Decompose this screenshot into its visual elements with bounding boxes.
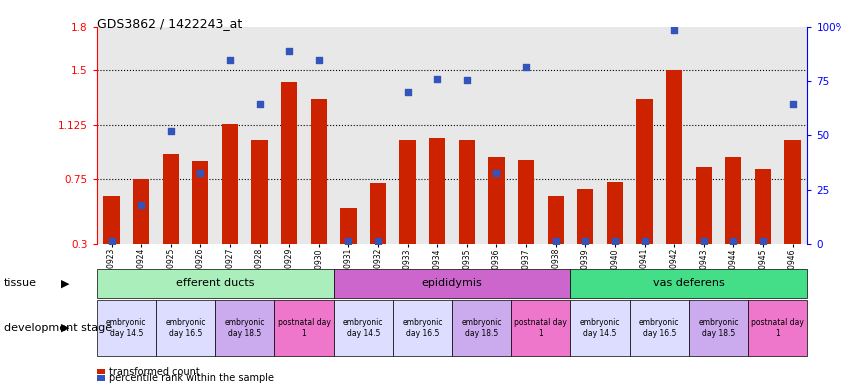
Text: percentile rank within the sample: percentile rank within the sample bbox=[109, 373, 274, 383]
Bar bbox=[103, 196, 119, 244]
Text: tissue: tissue bbox=[4, 278, 37, 288]
Bar bbox=[251, 140, 267, 244]
Bar bbox=[97, 300, 156, 356]
Point bbox=[785, 101, 799, 107]
Point bbox=[668, 27, 681, 33]
Point bbox=[489, 170, 503, 176]
Bar bbox=[370, 183, 386, 244]
Text: embryonic
day 16.5: embryonic day 16.5 bbox=[402, 318, 442, 338]
Bar bbox=[458, 140, 475, 244]
Point bbox=[223, 57, 236, 63]
Bar bbox=[696, 167, 711, 244]
Point bbox=[520, 64, 533, 70]
Point bbox=[283, 48, 296, 55]
Bar bbox=[755, 169, 771, 244]
Text: embryonic
day 18.5: embryonic day 18.5 bbox=[698, 318, 738, 338]
Point bbox=[135, 202, 148, 208]
Text: embryonic
day 16.5: embryonic day 16.5 bbox=[166, 318, 206, 338]
Point bbox=[431, 76, 444, 82]
Bar bbox=[334, 269, 570, 298]
Bar bbox=[606, 182, 623, 244]
Bar bbox=[310, 99, 327, 244]
Text: embryonic
day 14.5: embryonic day 14.5 bbox=[106, 318, 146, 338]
Text: postnatal day
1: postnatal day 1 bbox=[515, 318, 568, 338]
Point bbox=[341, 238, 355, 244]
Point bbox=[371, 238, 384, 244]
Text: embryonic
day 14.5: embryonic day 14.5 bbox=[343, 318, 383, 338]
Bar bbox=[577, 189, 594, 244]
Text: embryonic
day 18.5: embryonic day 18.5 bbox=[225, 318, 265, 338]
Text: efferent ducts: efferent ducts bbox=[176, 278, 255, 288]
Text: transformed count: transformed count bbox=[109, 367, 200, 377]
Text: embryonic
day 18.5: embryonic day 18.5 bbox=[462, 318, 502, 338]
Bar bbox=[570, 269, 807, 298]
Point bbox=[105, 238, 119, 244]
Point bbox=[253, 101, 267, 107]
Text: ▶: ▶ bbox=[61, 323, 69, 333]
Point bbox=[637, 238, 651, 244]
Bar bbox=[518, 160, 534, 244]
Point bbox=[193, 170, 207, 176]
Bar bbox=[489, 157, 505, 244]
Bar bbox=[334, 300, 393, 356]
Point bbox=[697, 238, 711, 244]
Bar bbox=[666, 70, 682, 244]
Point bbox=[608, 238, 621, 244]
Bar bbox=[429, 138, 446, 244]
Bar bbox=[452, 300, 511, 356]
Bar bbox=[630, 300, 689, 356]
Bar bbox=[162, 154, 179, 244]
Point bbox=[579, 238, 592, 244]
Point bbox=[164, 128, 177, 134]
Bar bbox=[274, 300, 334, 356]
Text: embryonic
day 16.5: embryonic day 16.5 bbox=[639, 318, 680, 338]
Text: GDS3862 / 1422243_at: GDS3862 / 1422243_at bbox=[97, 17, 242, 30]
Text: embryonic
day 14.5: embryonic day 14.5 bbox=[579, 318, 621, 338]
Text: postnatal day
1: postnatal day 1 bbox=[751, 318, 804, 338]
Bar bbox=[133, 179, 149, 244]
Bar bbox=[156, 300, 215, 356]
Bar bbox=[570, 300, 630, 356]
Point bbox=[401, 89, 415, 95]
Point bbox=[727, 238, 740, 244]
Point bbox=[312, 57, 325, 63]
Bar bbox=[637, 99, 653, 244]
Bar bbox=[399, 140, 415, 244]
Bar bbox=[222, 124, 238, 244]
Text: vas deferens: vas deferens bbox=[653, 278, 725, 288]
Point bbox=[460, 77, 473, 83]
Bar bbox=[393, 300, 452, 356]
Bar bbox=[193, 161, 209, 244]
Text: ▶: ▶ bbox=[61, 278, 69, 288]
Bar bbox=[215, 300, 274, 356]
Text: epididymis: epididymis bbox=[421, 278, 483, 288]
Text: development stage: development stage bbox=[4, 323, 113, 333]
Bar bbox=[97, 269, 334, 298]
Bar bbox=[511, 300, 570, 356]
Bar bbox=[341, 208, 357, 244]
Bar bbox=[281, 82, 298, 244]
Text: postnatal day
1: postnatal day 1 bbox=[278, 318, 331, 338]
Bar bbox=[748, 300, 807, 356]
Bar bbox=[689, 300, 748, 356]
Bar bbox=[547, 196, 563, 244]
Bar bbox=[785, 140, 801, 244]
Point bbox=[549, 238, 563, 244]
Point bbox=[756, 238, 770, 244]
Bar bbox=[725, 157, 742, 244]
